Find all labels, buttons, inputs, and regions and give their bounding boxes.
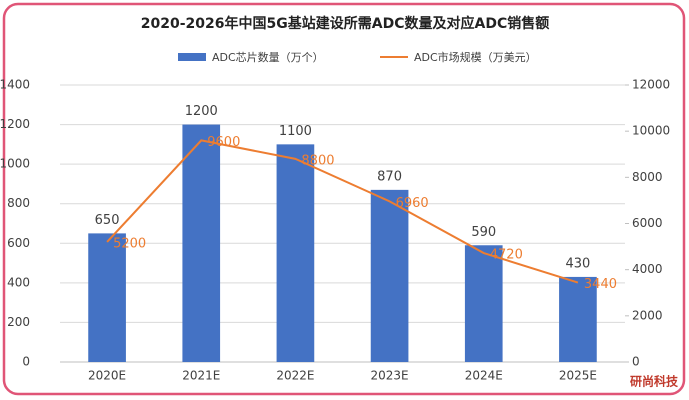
line-value-label: 3440 — [584, 277, 617, 292]
y-tick-label: 1200 — [0, 117, 30, 131]
y-tick-label: 200 — [7, 315, 30, 329]
legend-label: ADC芯片数量（万个） — [212, 50, 324, 64]
y2-tick-label: 0 — [632, 355, 640, 369]
line-value-label: 6960 — [396, 196, 429, 211]
x-tick-label: 2022E — [276, 369, 314, 383]
y2-tick-label: 12000 — [632, 78, 670, 92]
x-tick-label: 2023E — [371, 369, 409, 383]
x-tick-label: 2025E — [559, 369, 597, 383]
x-tick-label: 2021E — [182, 369, 220, 383]
bar-value-label: 870 — [377, 169, 402, 184]
legend-swatch — [178, 53, 206, 61]
bar — [88, 233, 126, 362]
line — [106, 139, 579, 284]
bar-value-label: 430 — [566, 256, 591, 271]
y2-tick-label: 6000 — [632, 216, 663, 230]
y2-tick-label: 2000 — [632, 308, 663, 322]
y-tick-label: 400 — [7, 275, 30, 289]
bar-value-label: 590 — [471, 225, 496, 240]
y2-tick-label: 8000 — [632, 170, 663, 184]
line-value-label: 5200 — [113, 236, 146, 251]
y-tick-label: 0 — [22, 355, 30, 369]
bar-value-label: 1100 — [279, 124, 312, 139]
bar-value-label: 650 — [95, 213, 120, 228]
x-tick-label: 2020E — [88, 369, 126, 383]
bar — [370, 189, 409, 362]
line-value-label: 9600 — [207, 135, 240, 150]
y2-tick-label: 4000 — [632, 262, 663, 276]
bar — [182, 124, 221, 362]
frame — [2, 2, 686, 396]
y-tick-label: 1000 — [0, 157, 30, 171]
bar — [276, 144, 315, 362]
bar — [464, 245, 503, 362]
y2-tick-label: 10000 — [632, 124, 670, 138]
y-tick-label: 600 — [7, 236, 30, 250]
y-tick-label: 1400 — [0, 78, 30, 92]
line-value-label: 8800 — [301, 153, 334, 168]
y-tick-label: 800 — [7, 196, 30, 210]
bar-value-label: 1200 — [185, 104, 218, 119]
chart-title: 2020-2026年中国5G基站建设所需ADC数量及对应ADC销售额 — [141, 15, 549, 32]
watermark: 研尚科技 — [630, 374, 679, 389]
x-tick-label: 2024E — [465, 369, 503, 383]
bar — [559, 276, 597, 362]
line-value-label: 4720 — [490, 248, 523, 263]
legend-label: ADC市场规模（万美元） — [414, 50, 537, 64]
